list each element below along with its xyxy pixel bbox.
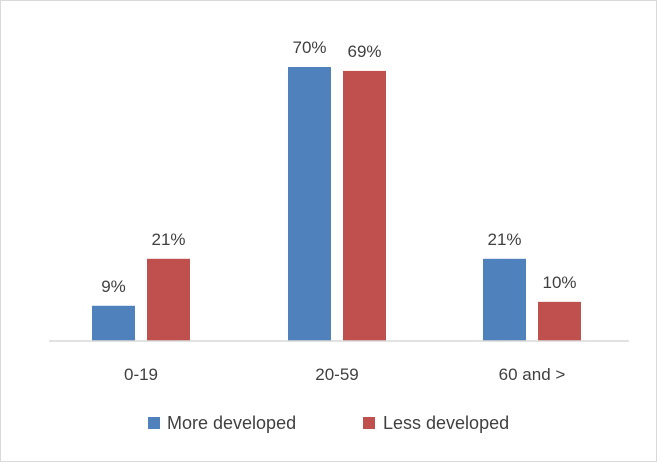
data-label: 69% bbox=[347, 42, 381, 61]
legend-swatch-less-developed bbox=[363, 417, 375, 429]
bar-more-developed-1 bbox=[288, 67, 331, 341]
legend-label-less-developed: Less developed bbox=[383, 413, 509, 433]
data-label: 21% bbox=[487, 230, 521, 249]
data-label: 9% bbox=[101, 277, 126, 296]
legend: More developed Less developed bbox=[148, 413, 509, 433]
bar-less-developed-0 bbox=[147, 258, 190, 341]
legend-label-more-developed: More developed bbox=[167, 413, 296, 433]
data-label: 10% bbox=[542, 273, 576, 292]
bar-more-developed-0 bbox=[92, 305, 135, 341]
bar-less-developed-2 bbox=[538, 301, 581, 341]
labels-layer: 9% 21% 0-19 70% 69% 20-59 21% 10% 60 and > bbox=[101, 38, 576, 384]
x-tick-label: 20-59 bbox=[315, 365, 358, 384]
legend-swatch-more-developed bbox=[148, 417, 160, 429]
bars-layer bbox=[92, 67, 581, 342]
x-tick-label: 60 and > bbox=[499, 365, 566, 384]
data-label: 21% bbox=[151, 230, 185, 249]
x-tick-label: 0-19 bbox=[124, 365, 158, 384]
bar-more-developed-2 bbox=[483, 258, 526, 341]
bar-less-developed-1 bbox=[343, 70, 386, 342]
data-label: 70% bbox=[292, 38, 326, 57]
